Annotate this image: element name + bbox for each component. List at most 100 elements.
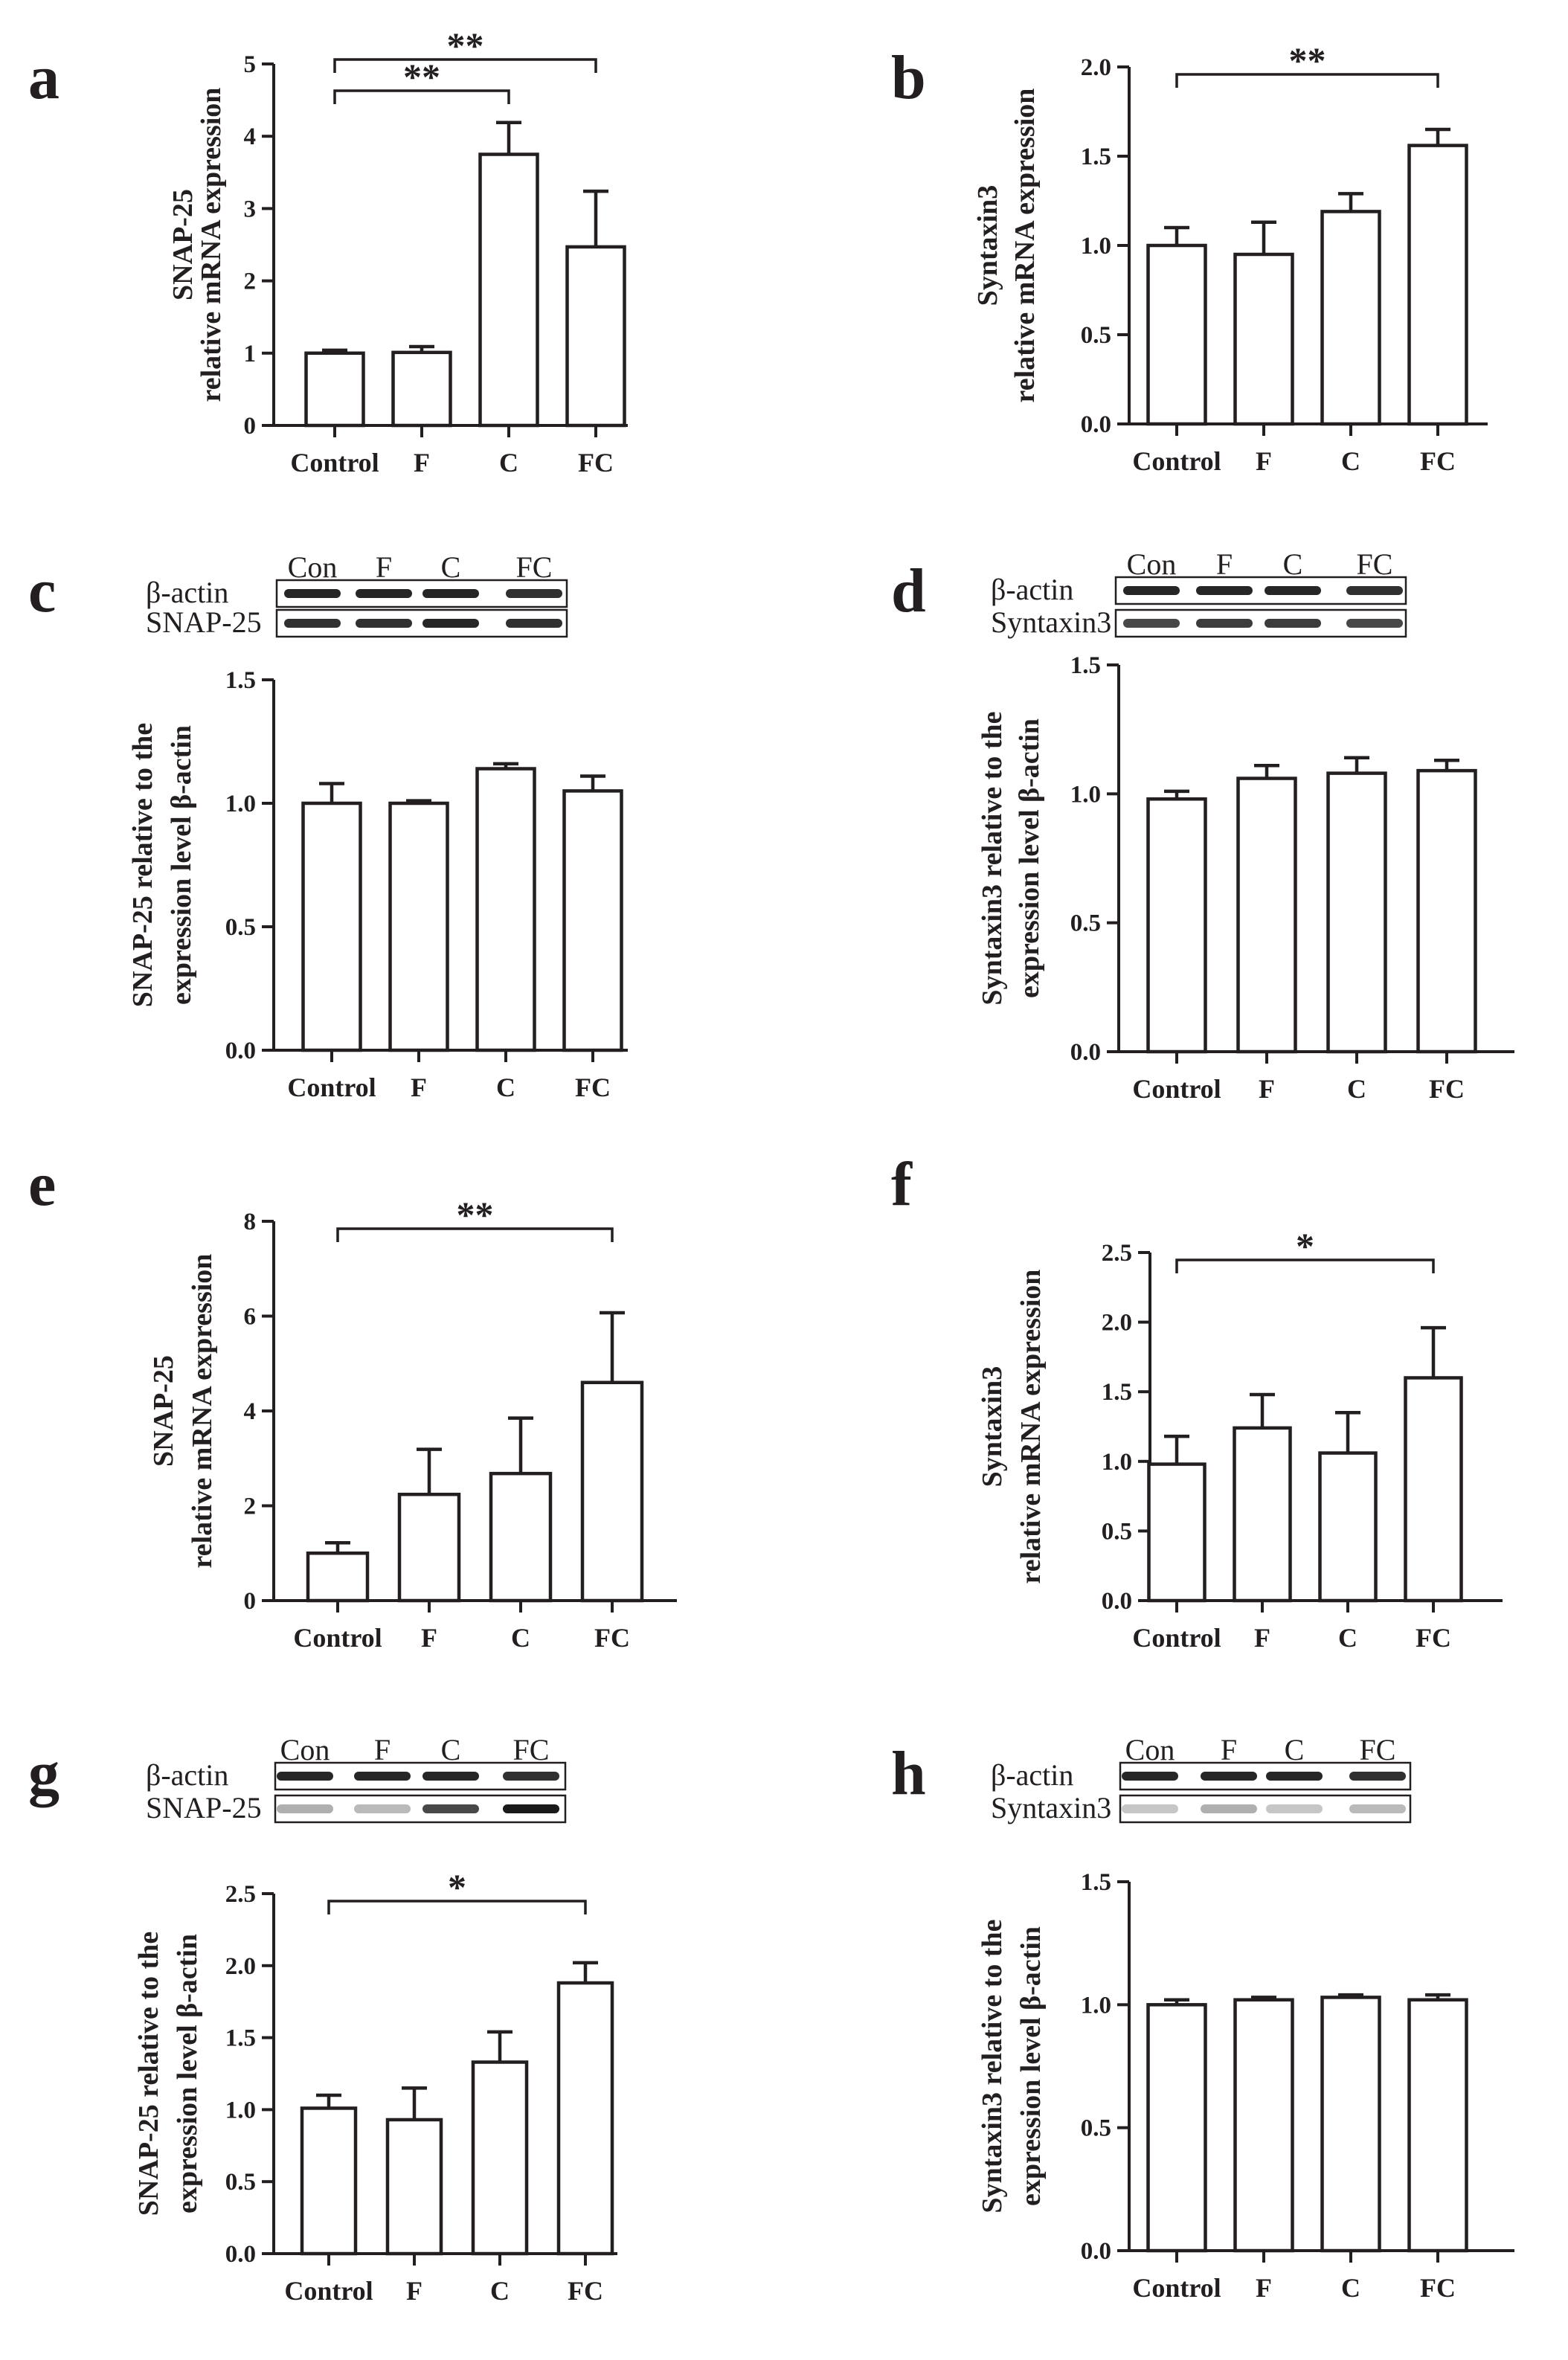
x-tick-label: Control [293, 1623, 382, 1653]
y-tick-label: 2.0 [225, 1953, 256, 1980]
bar-fc [580, 1380, 644, 1603]
bar-f [1233, 1998, 1294, 2253]
y-axis-title: SNAP-25 [148, 1355, 179, 1467]
chart-panel-d: d Con F C FCβ-actinSyntaxin30.00.51.01.5Synt… [891, 547, 1514, 1104]
y-tick-label: 0.0 [1081, 2238, 1111, 2265]
bar-c [471, 2060, 529, 2256]
panel-letter: a [28, 43, 60, 112]
panel-letter: h [891, 1739, 926, 1808]
blot-band [422, 589, 479, 598]
chart-panel-g: g Con F C FCβ-actinSNAP-250.00.51.01.52.02.5… [28, 1733, 617, 2306]
y-tick-label: 5 [244, 51, 257, 78]
blot-band [277, 1804, 333, 1813]
blot-band [1349, 1772, 1406, 1781]
y-tick-label: 2 [244, 269, 257, 295]
significance-bracket [1175, 1258, 1435, 1273]
y-axis-title: Syntaxin3 relative to the [977, 1919, 1008, 2213]
bar-c [475, 767, 536, 1052]
x-tick-label: C [499, 448, 518, 478]
blot-lane-label: C [1285, 1733, 1305, 1766]
blot-row-label: β-actin [146, 576, 228, 609]
bar-f [1236, 777, 1297, 1054]
y-tick-label: 2.0 [1102, 1310, 1132, 1337]
blot-band [284, 619, 341, 628]
blot-band [356, 619, 412, 628]
blot-row-label: β-actin [146, 1758, 228, 1792]
blot-row-label: SNAP-25 [146, 605, 262, 639]
blot-band [1201, 1804, 1257, 1813]
y-axis-title: SNAP-25 [167, 189, 199, 300]
blot-band [422, 1804, 479, 1813]
y-tick-label: 2.5 [1102, 1240, 1132, 1267]
y-axis-title: relative mRNA expression [1009, 89, 1041, 403]
blot-band [1196, 586, 1253, 595]
blot-band [356, 589, 412, 598]
x-tick-label: C [1347, 1074, 1366, 1104]
y-axis-title: relative mRNA expression [196, 88, 227, 402]
chart-panel-f: f 0.0 0.5 1.0 1.5 2.0 2.5 Syntaxin3 relative mRN… [891, 1150, 1503, 1653]
x-tick-label: F [1256, 446, 1272, 476]
significance-label: ** [1289, 39, 1326, 81]
y-axis-title: relative mRNA expression [187, 1254, 218, 1569]
blot-band [354, 1772, 411, 1781]
y-axis-title: SNAP-25 relative to the [127, 723, 158, 1007]
y-axis-title: Syntaxin3 relative to the [977, 711, 1008, 1005]
bar-f [397, 1492, 461, 1603]
blot-lane-label: Con [1125, 1733, 1175, 1766]
significance-bracket [1175, 73, 1439, 88]
y-tick-label: 1.5 [1070, 652, 1101, 679]
blot-row-label: Syntaxin3 [991, 1791, 1111, 1824]
bar-control [300, 2106, 358, 2256]
blot-band [1201, 1772, 1257, 1781]
blot-band [1196, 619, 1253, 628]
x-tick-label: Control [1132, 446, 1221, 476]
blot-band [1122, 1772, 1178, 1781]
y-tick-label: 4 [244, 1398, 257, 1425]
bar-control [1146, 243, 1207, 426]
bar-fc [562, 789, 623, 1052]
panel-letter: d [891, 556, 926, 626]
y-tick-label: 1.5 [1102, 1379, 1132, 1406]
y-tick-label: 1.0 [1081, 233, 1111, 260]
x-tick-label: C [1338, 1623, 1357, 1653]
blot-band [354, 1804, 411, 1813]
blot-band [503, 1804, 559, 1813]
bar-c [1318, 1451, 1378, 1603]
blot-band [1122, 1804, 1178, 1813]
y-tick-label: 0 [244, 1588, 257, 1615]
bar-control [1146, 797, 1207, 1054]
y-tick-label: 1.0 [225, 791, 256, 817]
bar-f [1233, 1426, 1292, 1603]
blot-band [1349, 1804, 1406, 1813]
y-tick-label: 0.5 [1081, 2115, 1111, 2142]
blot-lane-label: C [1283, 547, 1303, 581]
y-tick-label: 2.5 [225, 1881, 256, 1908]
y-tick-label: 3 [244, 196, 257, 222]
y-tick-label: 4 [244, 123, 257, 150]
bar-c [1320, 1996, 1381, 2253]
x-tick-label: Control [1132, 1074, 1221, 1104]
significance-bracket [327, 1900, 587, 1914]
bar-fc [1416, 768, 1477, 1054]
significance-label: * [1296, 1225, 1314, 1267]
y-tick-label: 0.5 [1070, 910, 1101, 937]
y-axis-title: relative mRNA expression [1015, 1270, 1047, 1584]
blot-lane-label: F [374, 1733, 391, 1766]
blot-row-label: SNAP-25 [146, 1791, 262, 1824]
y-tick-label: 1.0 [225, 2097, 256, 2123]
x-tick-label: FC [568, 2276, 603, 2306]
blot-lane-label: FC [513, 1733, 550, 1766]
blot-band [506, 619, 562, 628]
y-tick-label: 0.5 [225, 914, 256, 941]
x-tick-label: C [511, 1623, 530, 1653]
bar-c [1320, 210, 1381, 426]
blot-band [422, 1772, 479, 1781]
x-tick-label: F [421, 1623, 437, 1653]
blot-lane-label: Con [280, 1733, 330, 1766]
bar-control [1146, 2003, 1207, 2253]
y-tick-label: 1.5 [1081, 1869, 1111, 1896]
bar-control [1147, 1462, 1206, 1603]
